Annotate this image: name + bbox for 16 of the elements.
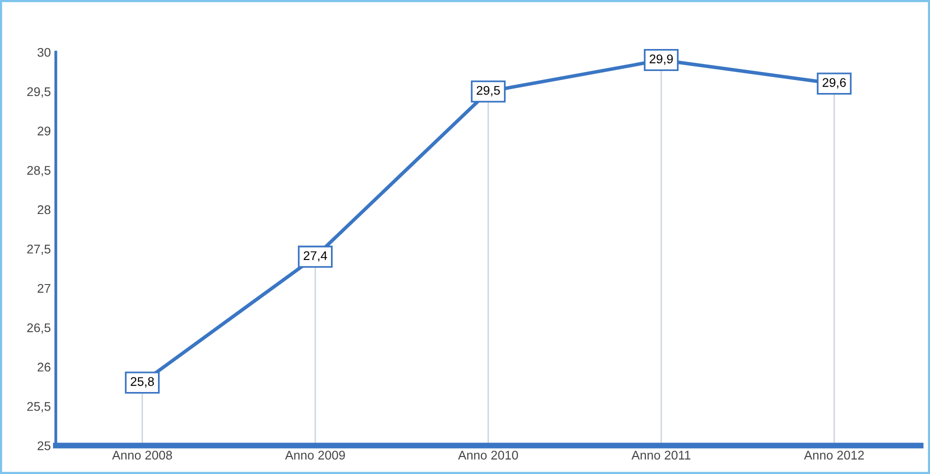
y-tick-label: 30 — [38, 48, 50, 57]
y-tick-label: 28,5 — [27, 166, 50, 176]
y-tick-label: 27,5 — [27, 244, 50, 255]
y-tick-label: 25,5 — [27, 402, 50, 412]
x-tick-label: Anno 2008 — [112, 450, 172, 460]
y-tick-label: 29 — [38, 126, 50, 136]
y-tick-label: 27 — [38, 284, 50, 293]
x-tick-label: Anno 2012 — [804, 450, 864, 460]
x-tick-label: Anno 2009 — [285, 450, 345, 460]
x-tick-label: Anno 2011 — [631, 450, 690, 460]
y-tick-label: 26 — [38, 362, 50, 372]
y-tick-label: 29,5 — [27, 87, 50, 98]
y-tick-label: 25 — [38, 441, 50, 450]
y-tick-label: 28 — [38, 205, 50, 214]
x-tick-label: Anno 2010 — [458, 450, 518, 460]
y-tick-label: 26,5 — [27, 323, 50, 334]
